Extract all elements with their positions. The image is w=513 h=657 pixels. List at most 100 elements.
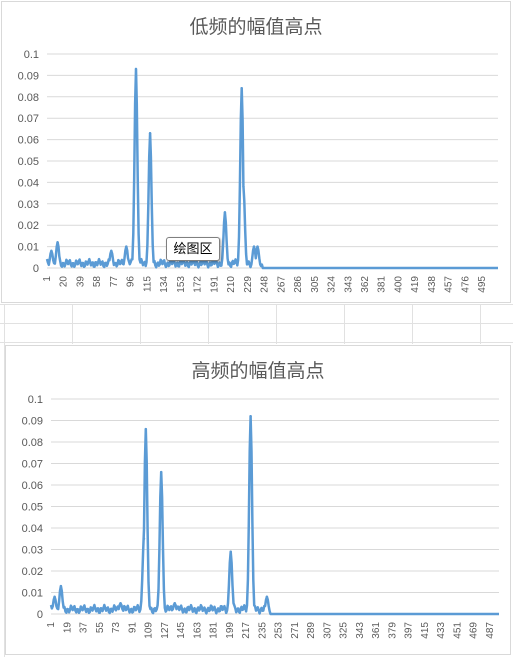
chart-title: 低频的幅值高点 — [189, 17, 323, 38]
peak-point — [144, 427, 148, 431]
peak-point — [110, 249, 113, 253]
high-frequency-chart[interactable]: 高频的幅值高点 0 0.01 0.02 0.03 0.04 0.05 0.06 0.07 0.0… — [5, 345, 511, 655]
y-tick-label: 0.02 — [22, 566, 43, 578]
x-tick-label: 253 — [274, 622, 285, 639]
peak-point — [50, 249, 53, 253]
low-frequency-chart[interactable]: 低频的幅值高点 0 0.01 0.02 0.03 0.04 0.05 0.06 0.07 0.0… — [1, 1, 511, 303]
peak-point — [142, 537, 146, 540]
y-tick-label: 0.05 — [18, 156, 39, 168]
peak-point — [56, 241, 59, 244]
x-tick-label: 325 — [339, 622, 350, 639]
x-tick-label: 109 — [144, 622, 155, 639]
y-tick-label: 0.01 — [22, 588, 43, 600]
x-tick-label: 271 — [290, 622, 301, 639]
x-tick-label: 381 — [377, 276, 388, 293]
y-tick-label: 0.1 — [28, 394, 43, 406]
data-series-line[interactable] — [45, 67, 499, 270]
y-tick-label: 0.07 — [22, 459, 43, 471]
y-tick-label: 0.03 — [18, 199, 39, 211]
x-tick-label: 134 — [159, 276, 170, 293]
x-tick-label: 153 — [176, 276, 187, 293]
x-tick-label: 181 — [209, 622, 220, 639]
x-tick-label: 96 — [126, 276, 137, 288]
peak-point — [148, 131, 152, 135]
x-tick-label: 307 — [322, 622, 333, 639]
peak-point — [125, 245, 128, 248]
x-tick-label: 55 — [95, 622, 106, 634]
x-tick-label: 235 — [257, 622, 268, 639]
y-tick-label: 0.04 — [18, 177, 39, 189]
x-tick-label: 91 — [127, 622, 138, 634]
x-tick-label: 469 — [469, 622, 480, 639]
x-tick-label: 379 — [387, 622, 398, 639]
x-tick-label: 191 — [209, 276, 220, 293]
y-tick-label: 0.06 — [18, 135, 39, 147]
y-tick-label: 0.1 — [24, 49, 39, 61]
peak-point — [159, 470, 163, 474]
peak-point — [134, 67, 138, 71]
peak-point — [242, 185, 245, 188]
x-tick-label: 400 — [393, 276, 404, 293]
plot-area-tooltip: 绘图区 — [166, 237, 220, 261]
x-tick-label: 20 — [59, 276, 70, 288]
x-tick-label: 210 — [226, 276, 237, 293]
x-tick-label: 73 — [111, 622, 122, 634]
x-tick-label: 19 — [62, 622, 73, 634]
peak-point — [249, 415, 252, 418]
peak-point — [265, 595, 269, 598]
y-tick-label: 0.04 — [22, 523, 43, 535]
y-tick-label: 0.05 — [22, 502, 43, 514]
x-tick-label: 286 — [293, 276, 304, 293]
peak-point — [59, 584, 63, 588]
x-tick-label: 495 — [477, 276, 488, 293]
x-tick-label: 305 — [310, 276, 321, 293]
x-tick-label: 248 — [260, 276, 271, 293]
x-tick-label: 145 — [176, 622, 187, 639]
peak-point — [223, 211, 227, 214]
x-tick-label: 163 — [192, 622, 203, 639]
peak-point — [240, 87, 243, 90]
chart-title: 高频的幅值高点 — [191, 361, 325, 382]
x-tick-label: 77 — [109, 276, 120, 288]
x-tick-label: 217 — [241, 622, 252, 639]
x-tick-label: 1 — [46, 622, 57, 628]
low-frequency-plot: 0 0.01 0.02 0.03 0.04 0.05 0.06 0.07 0.08 0.09 0.1… — [18, 49, 499, 293]
x-tick-label: 229 — [243, 276, 254, 293]
x-tick-label: 487 — [485, 622, 496, 639]
data-series-line[interactable] — [49, 414, 500, 616]
x-tick-label: 37 — [79, 622, 90, 634]
x-tick-label: 343 — [343, 276, 354, 293]
x-tick-label: 397 — [404, 622, 415, 639]
peak-point — [119, 602, 122, 605]
x-tick-label: 58 — [92, 276, 103, 288]
y-tick-label: 0.06 — [22, 480, 43, 492]
peak-point — [256, 245, 259, 248]
x-tick-label: 419 — [410, 276, 421, 293]
y-tick-label: 0.07 — [18, 113, 39, 125]
y-tick-label: 0.08 — [22, 437, 43, 449]
x-tick-label: 115 — [142, 276, 153, 292]
peak-point — [229, 550, 232, 553]
y-tick-label: 0.09 — [18, 70, 39, 82]
peak-point — [53, 595, 56, 598]
x-tick-label: 415 — [420, 622, 431, 639]
x-tick-label: 39 — [75, 276, 86, 288]
y-tick-label: 0 — [33, 263, 39, 275]
y-tick-label: 0.09 — [22, 416, 43, 428]
high-frequency-plot: 0 0.01 0.02 0.03 0.04 0.05 0.06 0.07 0.08 0.09 0.1… — [22, 394, 500, 639]
x-tick-label: 362 — [360, 276, 371, 293]
peak-point — [252, 245, 256, 248]
x-tick-label: 199 — [225, 622, 236, 639]
peak-point — [173, 602, 176, 605]
x-tick-label: 451 — [452, 622, 463, 639]
y-tick-label: 0.03 — [22, 545, 43, 557]
y-tick-label: 0.01 — [18, 242, 39, 254]
x-tick-label: 1 — [42, 276, 53, 282]
x-tick-label: 361 — [371, 622, 382, 639]
x-tick-label: 476 — [460, 276, 471, 293]
x-tick-label: 438 — [427, 276, 438, 293]
y-tick-label: 0 — [37, 609, 43, 621]
y-tick-label: 0.08 — [18, 92, 39, 104]
x-tick-label: 289 — [306, 622, 317, 639]
